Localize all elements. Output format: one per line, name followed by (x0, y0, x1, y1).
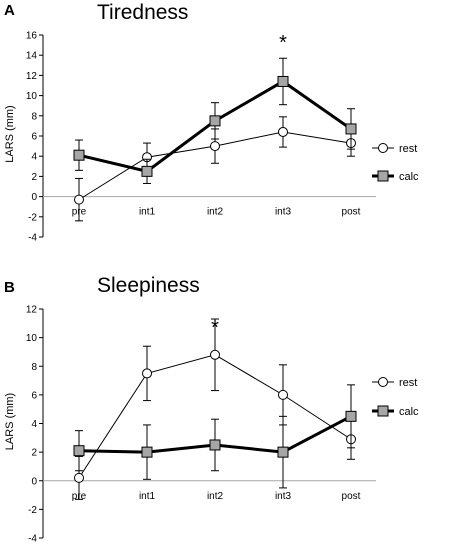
x-tick-label: int2 (207, 491, 224, 502)
significance-asterisk: * (211, 317, 219, 339)
series-rest (74, 318, 356, 500)
y-tick-label: 2 (31, 448, 37, 459)
legend-item-calc: calc (372, 405, 419, 418)
x-tick-label: int3 (275, 207, 292, 218)
x-tick-label: post (342, 491, 361, 502)
x-tick-label: int2 (207, 207, 224, 218)
series-rest (74, 116, 356, 222)
y-tick-label: -4 (28, 233, 37, 244)
data-point (73, 149, 85, 161)
x-tick-label: post (342, 207, 361, 218)
data-point (73, 445, 85, 457)
series-calc (73, 57, 357, 184)
x-tick-label: int1 (139, 491, 156, 502)
y-tick-label: 6 (31, 132, 37, 143)
y-tick-label: 12 (26, 71, 38, 82)
data-point (142, 368, 152, 379)
y-tick-label: -2 (28, 505, 37, 516)
y-tick-label: 0 (31, 192, 37, 203)
data-point (74, 472, 84, 483)
legend-item-calc: calc (372, 170, 419, 183)
data-point (209, 439, 221, 451)
legend-label: calc (399, 171, 419, 183)
data-point (141, 165, 153, 177)
data-point (210, 141, 220, 152)
legend-label: rest (399, 377, 417, 389)
y-tick-label: 12 (26, 305, 38, 316)
data-point (277, 446, 289, 458)
y-axis-label: LARS (mm) (4, 105, 16, 162)
y-tick-label: 4 (31, 152, 37, 163)
panel-letter: B (4, 279, 15, 296)
y-tick-label: 8 (31, 362, 37, 373)
legend-marker (377, 170, 389, 182)
x-tick-label: int3 (275, 491, 292, 502)
y-tick-label: -2 (28, 212, 37, 223)
legend-label: calc (399, 406, 419, 418)
data-point (209, 115, 221, 127)
y-tick-label: 6 (31, 390, 37, 401)
legend-marker (378, 143, 388, 153)
x-tick-label: int1 (139, 207, 156, 218)
y-tick-label: 10 (26, 333, 38, 344)
data-point (277, 75, 289, 87)
y-axis-label: LARS (mm) (4, 393, 16, 450)
data-point (210, 349, 220, 360)
data-point (74, 194, 84, 205)
data-point (345, 410, 357, 422)
legend-marker (377, 405, 389, 417)
data-point (141, 446, 153, 458)
legend-item-rest: rest (372, 143, 417, 155)
legend-label: rest (399, 143, 417, 155)
y-tick-label: 0 (31, 476, 37, 487)
y-tick-label: 8 (31, 111, 37, 122)
series-calc (73, 384, 357, 489)
legend-item-rest: rest (372, 377, 417, 389)
panel-letter: A (4, 2, 15, 19)
data-point (278, 126, 288, 137)
y-tick-label: 4 (31, 419, 37, 430)
y-tick-label: 2 (31, 172, 37, 183)
y-tick-label: 10 (26, 91, 38, 102)
y-tick-label: 16 (26, 31, 38, 42)
data-point (345, 123, 357, 135)
y-tick-label: -4 (28, 534, 37, 545)
data-point (278, 389, 288, 400)
significance-asterisk: * (279, 32, 287, 54)
legend-marker (378, 377, 388, 387)
chart-title: Sleepiness (97, 274, 200, 297)
chart-title: Tiredness (97, 1, 188, 24)
y-tick-label: 14 (26, 51, 38, 62)
